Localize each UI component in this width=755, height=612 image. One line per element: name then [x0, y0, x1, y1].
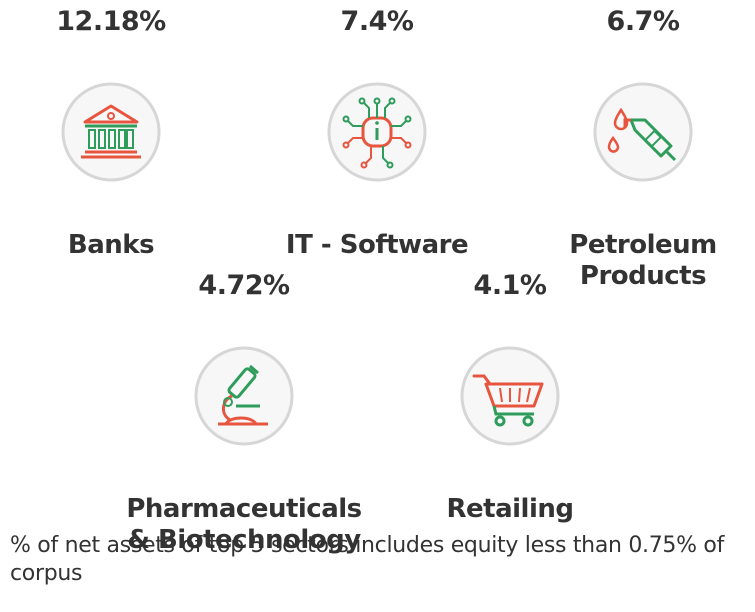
sector-percent: 4.1% — [473, 270, 547, 301]
sector-petroleum-products: 6.7% Petroleum Products — [523, 6, 755, 292]
circuit-chip-icon — [325, 80, 429, 184]
microscope-icon — [192, 344, 296, 448]
fuel-nozzle-icon — [591, 80, 695, 184]
sector-percent: 6.7% — [606, 6, 680, 37]
sector-it-software: 7.4% — [257, 6, 497, 261]
sector-percent: 7.4% — [340, 6, 414, 37]
sector-banks: 12.18% Banks — [0, 6, 231, 261]
sector-name-line1: Retailing — [446, 494, 575, 524]
sector-percent: 12.18% — [56, 6, 166, 37]
sector-name: Petroleum Products — [569, 230, 717, 292]
sector-pharmaceuticals-biotechnology: 4.72% Pharmaceuticals & Biotechnology — [124, 270, 364, 556]
sector-name-line2: Products — [579, 261, 707, 291]
sector-retailing: 4.1% Retailing — [390, 270, 630, 525]
bank-building-icon — [59, 80, 163, 184]
sector-name-line1: Petroleum — [569, 230, 717, 260]
sector-name-line1: Pharmaceuticals — [126, 494, 362, 524]
sector-name: Retailing — [446, 494, 575, 525]
sector-name-line1: IT - Software — [285, 230, 469, 260]
shopping-cart-icon — [458, 344, 562, 448]
sector-name: Pharmaceuticals & Biotechnology — [126, 494, 362, 556]
sector-name: IT - Software — [285, 230, 469, 261]
sector-name-line2: & Biotechnology — [127, 525, 361, 555]
sector-name: Banks — [67, 230, 155, 261]
footnote: % of net assets of top 5 sectors include… — [10, 533, 725, 586]
sector-percent: 4.72% — [198, 270, 290, 301]
sector-name-line1: Banks — [67, 230, 155, 260]
